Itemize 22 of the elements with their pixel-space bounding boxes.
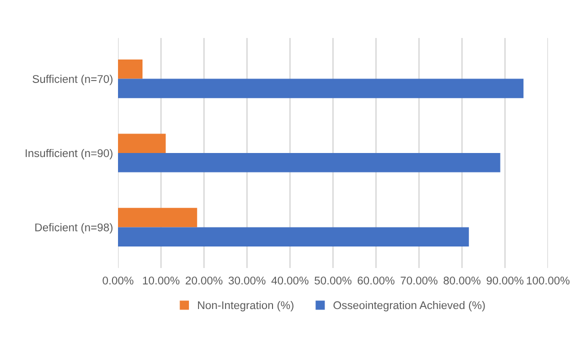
bar: [118, 208, 198, 228]
x-tick-label: 50.00%: [314, 276, 352, 284]
x-tick-label: 70.00%: [400, 276, 438, 284]
x-tick-label: 40.00%: [271, 276, 308, 284]
bar: [118, 60, 143, 79]
y-tick-label: Insufficient (n=90): [26, 148, 112, 160]
bar: [118, 78, 524, 98]
x-tick-label: 60.00%: [358, 276, 394, 284]
x-tick-label: 30.00%: [228, 276, 266, 284]
bar: [118, 134, 166, 153]
y-tick-label: Deficient (n=98): [35, 223, 112, 234]
x-tick-label: 80.00%: [444, 276, 480, 284]
x-tick-label: 100.00%: [526, 276, 570, 284]
x-tick-label: 20.00%: [186, 276, 222, 284]
x-tick-label: 10.00%: [143, 276, 180, 284]
legend-label: Osseointegration Achieved (%): [334, 301, 485, 312]
legend-label: Non-Integration (%): [198, 301, 294, 312]
x-tick-label: 0.00%: [102, 276, 134, 284]
y-tick-label: Sufficient (n=70): [32, 74, 112, 86]
bar: [118, 153, 500, 172]
bar: [118, 227, 469, 246]
x-tick-label: 90.00%: [486, 276, 524, 284]
